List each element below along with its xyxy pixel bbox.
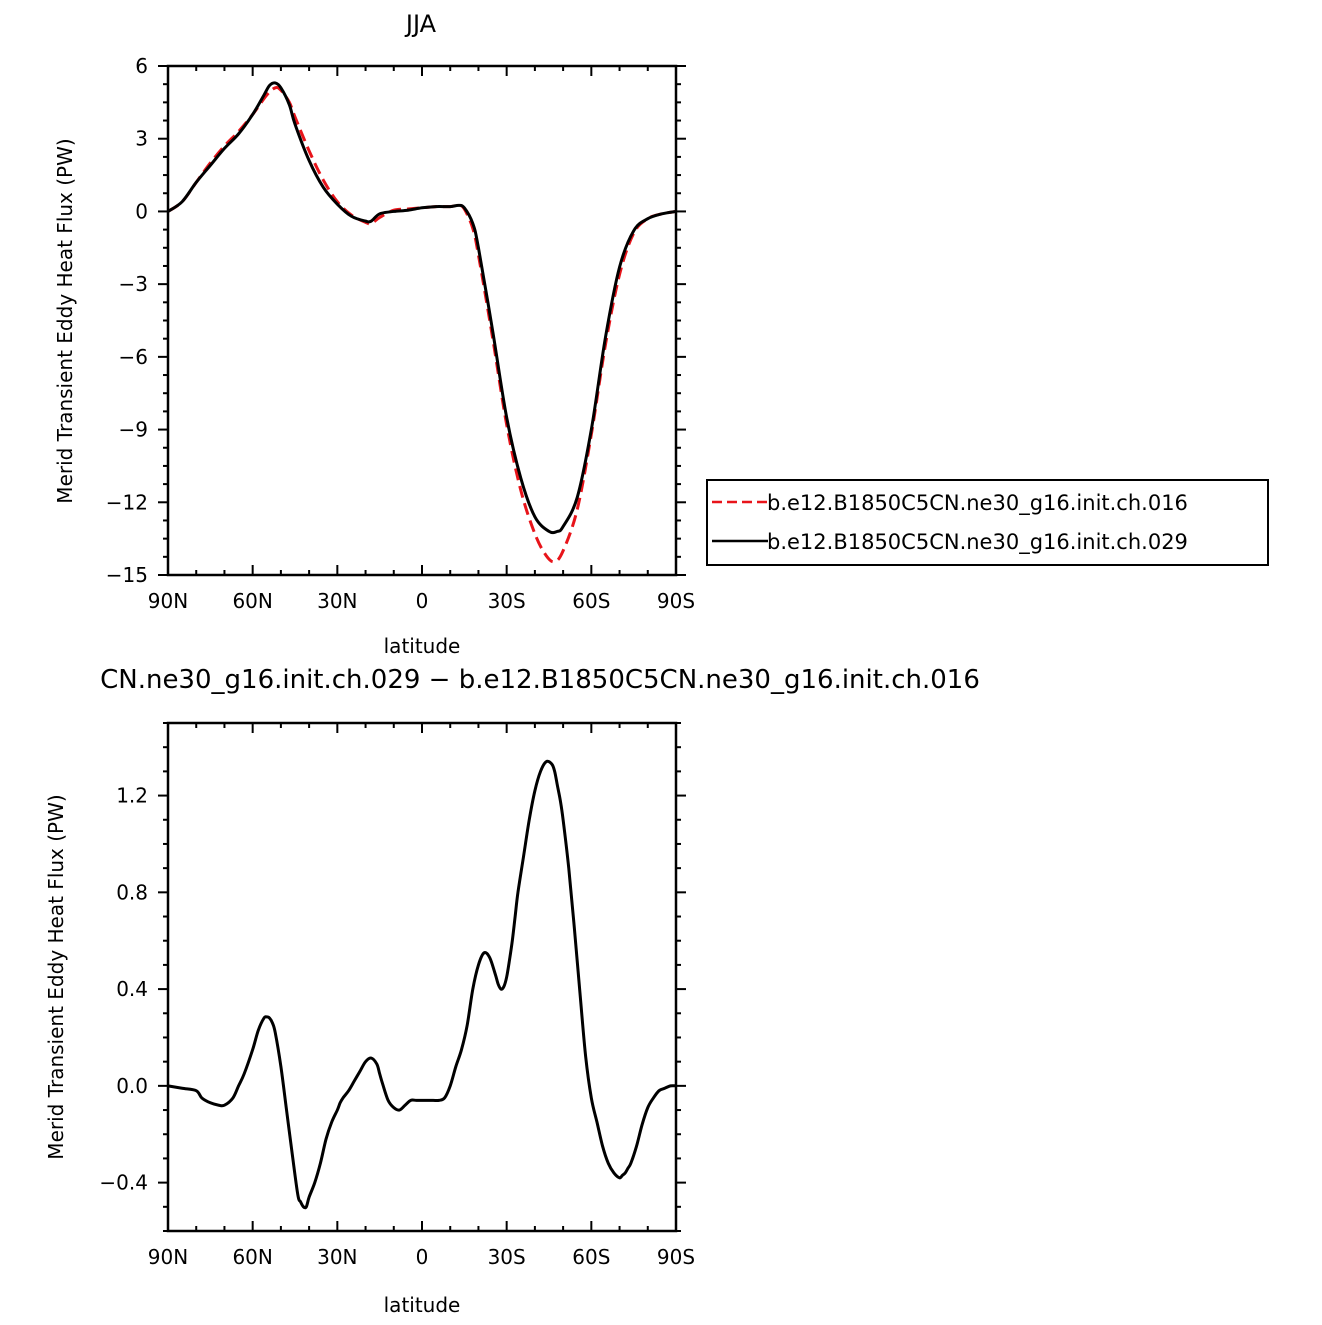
top-panel-ylabel: Merid Transient Eddy Heat Flux (PW)	[53, 138, 77, 503]
bottom-xtick-label: 60N	[232, 1245, 272, 1269]
top-xtick-label: 90S	[657, 589, 695, 613]
legend-box	[706, 479, 1269, 566]
top-ytick-label: −12	[106, 490, 148, 514]
top-series-line-1	[167, 86, 677, 564]
bottom-xtick-label: 90S	[657, 1245, 695, 1269]
top-ytick-label: −6	[119, 345, 148, 369]
bottom-panel-ylabel: Merid Transient Eddy Heat Flux (PW)	[44, 794, 68, 1159]
top-ytick-label: 0	[135, 199, 148, 223]
bottom-ytick-label: 0.0	[116, 1074, 148, 1098]
legend-label-series-2: b.e12.B1850C5CN.ne30_g16.init.ch.029	[767, 530, 1188, 555]
bottom-panel-title: CN.ne30_g16.init.ch.029 − b.e12.B1850C5C…	[100, 665, 980, 695]
bottom-series-line-1	[167, 759, 677, 1210]
top-xtick-label: 0	[416, 589, 429, 613]
top-panel-xlabel: latitude	[384, 634, 461, 658]
top-ytick-label: 3	[135, 127, 148, 151]
bottom-xtick-label: 30S	[488, 1245, 526, 1269]
bottom-panel-frame	[166, 721, 678, 1233]
bottom-ytick-label: −0.4	[99, 1171, 148, 1195]
bottom-xtick-label: 30N	[317, 1245, 357, 1269]
top-xtick-label: 90N	[148, 589, 188, 613]
top-panel: JJA 90N 60N 30N 0 30S 60S 90S 6 3 0 −3 −6 −9 −12 −15 l…	[53, 10, 1269, 658]
top-xtick-label: 60N	[232, 589, 272, 613]
top-xtick-label: 30S	[488, 589, 526, 613]
top-ytick-label: −3	[119, 272, 148, 296]
bottom-xtick-label: 90N	[148, 1245, 188, 1269]
top-ytick-label: 6	[135, 54, 148, 78]
top-xtick-label: 60S	[572, 589, 610, 613]
legend: b.e12.B1850C5CN.ne30_g16.init.ch.016 b.e…	[706, 479, 1269, 566]
bottom-xtick-label: 60S	[572, 1245, 610, 1269]
bottom-panel: CN.ne30_g16.init.ch.029 − b.e12.B1850C5C…	[44, 665, 980, 1317]
top-series-line-2	[167, 81, 677, 535]
top-ytick-label: −15	[106, 563, 148, 587]
bottom-ytick-label: 0.4	[116, 977, 148, 1001]
top-ytick-label: −9	[119, 418, 148, 442]
top-panel-frame	[166, 64, 678, 577]
bottom-ytick-label: 1.2	[116, 784, 148, 808]
bottom-panel-xlabel: latitude	[384, 1293, 461, 1317]
bottom-ytick-label: 0.8	[116, 880, 148, 904]
bottom-xtick-label: 0	[416, 1245, 429, 1269]
legend-label-series-1: b.e12.B1850C5CN.ne30_g16.init.ch.016	[767, 491, 1188, 516]
bottom-panel-plot: 90N 60N 30N 0 30S 60S 90S 1.2 0.8 0.4 0.0 −0.4	[99, 722, 695, 1269]
top-panel-title: JJA	[404, 10, 437, 38]
top-xtick-label: 30N	[317, 589, 357, 613]
top-panel-plot: 90N 60N 30N 0 30S 60S 90S 6 3 0 −3 −6 −9 −12 −15	[106, 54, 695, 613]
